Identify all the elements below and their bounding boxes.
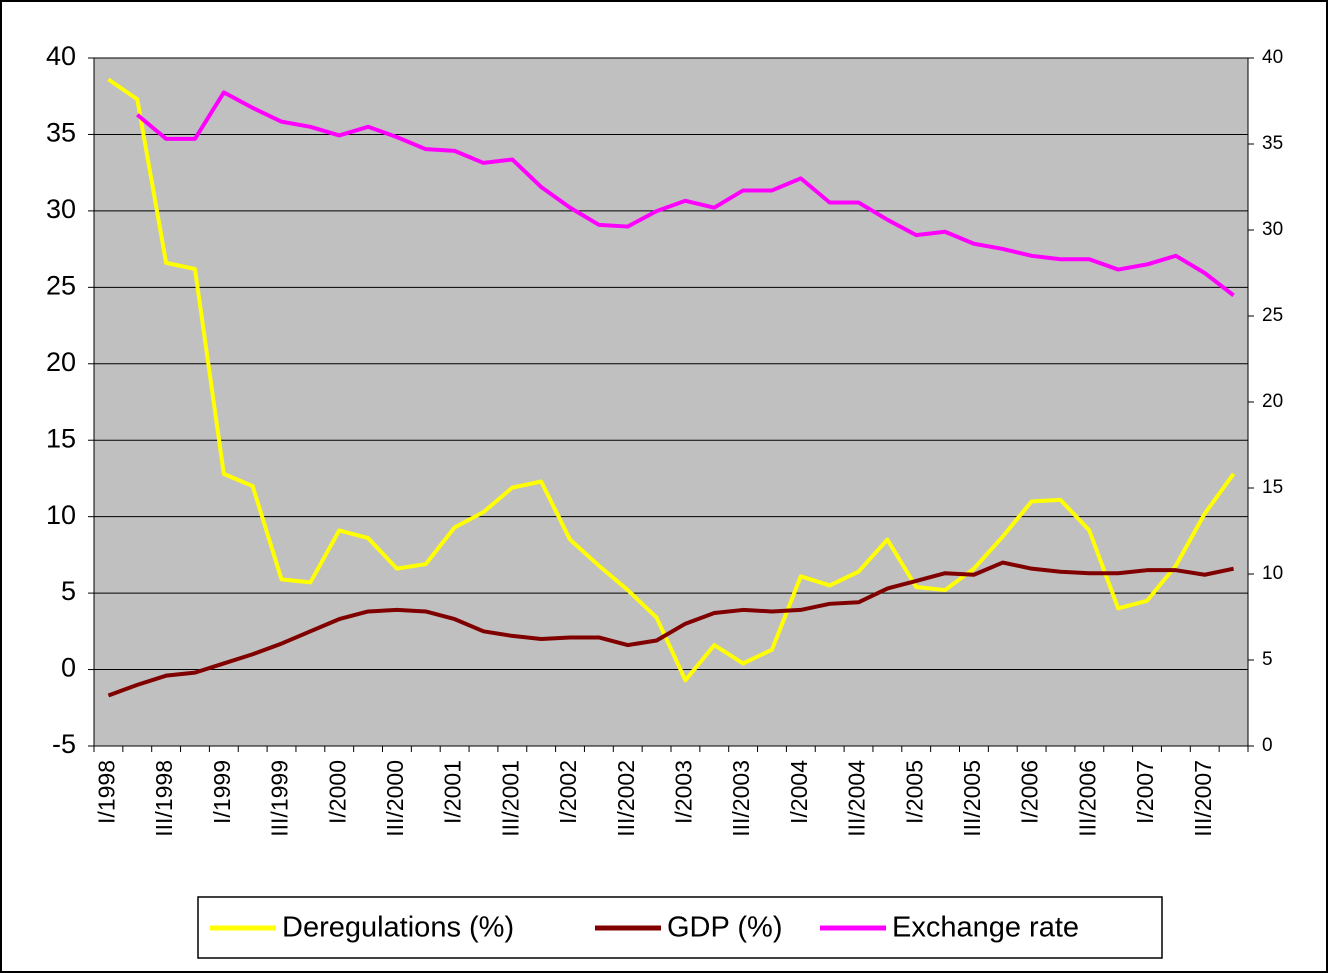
x-tick-label: III/2007 <box>1190 760 1216 837</box>
legend <box>197 896 1163 959</box>
x-tick-label: I/2004 <box>786 760 812 824</box>
series-line <box>107 77 1236 683</box>
y-tick-label: 35 <box>46 118 76 148</box>
x-tick-label: I/2002 <box>555 760 581 824</box>
legend-label: Deregulations (%) <box>282 912 514 944</box>
x-tick-label: I/2006 <box>1017 760 1043 824</box>
x-tick-label: III/2002 <box>613 760 639 837</box>
x-tick-label: III/2001 <box>497 760 523 837</box>
y2-tick-label: 25 <box>1262 305 1283 326</box>
x-tick-label: I/2000 <box>324 760 350 824</box>
y-tick-label: 40 <box>46 41 76 71</box>
y2-tick-label: 30 <box>1262 219 1283 240</box>
y-tick-label: 5 <box>61 576 76 606</box>
x-tick-label: III/2005 <box>959 760 985 837</box>
y2-tick-label: 40 <box>1262 47 1283 68</box>
y2-tick-label: 10 <box>1262 563 1283 584</box>
y-tick-label: -5 <box>52 729 76 759</box>
x-tick-label: I/2001 <box>440 760 466 824</box>
y-tick-label: 20 <box>46 347 76 377</box>
plot-area <box>93 57 1249 747</box>
x-tick-label: I/2003 <box>671 760 697 824</box>
x-tick-label: I/2005 <box>901 760 927 824</box>
y-tick-label: 15 <box>46 423 76 453</box>
x-tick-label: III/2006 <box>1074 760 1100 837</box>
series-line <box>107 560 1234 698</box>
y2-tick-label: 5 <box>1262 649 1273 670</box>
y-tick-label: 0 <box>61 653 76 683</box>
x-tick-label: I/1999 <box>209 760 235 824</box>
y-tick-label: 25 <box>46 270 76 300</box>
y2-tick-label: 35 <box>1262 133 1283 154</box>
series-line <box>135 90 1235 297</box>
x-tick-label: III/2000 <box>382 760 408 837</box>
y2-tick-label: 20 <box>1262 391 1283 412</box>
y-tick-label: 10 <box>46 500 76 530</box>
x-tick-label: III/1998 <box>151 760 177 837</box>
x-tick-label: III/1999 <box>267 760 293 837</box>
legend-label: Exchange rate <box>892 912 1079 944</box>
x-tick-label: III/2004 <box>844 760 870 837</box>
y2-tick-label: 0 <box>1262 735 1273 756</box>
legend-label: GDP (%) <box>667 912 782 944</box>
x-tick-label: I/1998 <box>94 760 120 824</box>
x-tick-label: III/2003 <box>728 760 754 837</box>
y-tick-label: 30 <box>46 194 76 224</box>
x-tick-label: I/2007 <box>1132 760 1158 824</box>
y2-tick-label: 15 <box>1262 477 1283 498</box>
